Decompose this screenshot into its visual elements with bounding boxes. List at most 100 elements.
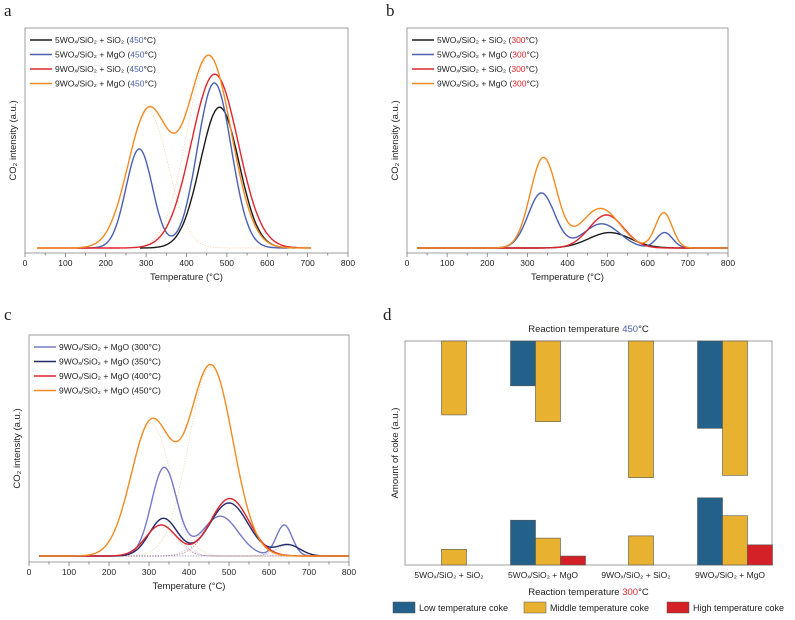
plot-frame — [28, 334, 350, 563]
chart-panel-c: 0 100 200 300 400 500 600 700 800 Temperature (°C… — [12, 334, 356, 592]
title-text: Reaction temperature — [528, 324, 622, 335]
title-temp: 450 — [622, 324, 638, 335]
series-line-2 — [39, 497, 349, 557]
legend-label: 5WOₓ/SiO₂ + MgO (450°C) — [55, 50, 157, 60]
category-label: 5WOₓ/SiO₂ + SiO₂ — [414, 570, 483, 580]
y-axis-label: CO₂ intensity (a.u.) — [12, 408, 23, 488]
top-title: Reaction temperature 450°C — [528, 324, 649, 335]
series-line-3 — [37, 54, 311, 249]
legend-swatch — [392, 601, 416, 614]
x-tick-label: 200 — [102, 567, 116, 577]
legend-label: 9WOₓ/SiO₂ + MgO (300°C) — [59, 342, 161, 352]
x-tick-label: 400 — [560, 258, 574, 268]
x-tick-label: 600 — [641, 258, 655, 268]
x-tick-label: 0 — [405, 258, 410, 268]
legend-label-text: 9WOₓ/SiO₂ + MgO ( — [55, 79, 130, 89]
title-temp: 300 — [622, 587, 638, 598]
legend-swatch — [523, 601, 547, 614]
x-tick-label: 200 — [480, 258, 494, 268]
component-peak — [39, 498, 349, 557]
bar-300c-2-3 — [747, 544, 773, 566]
component-peak — [39, 524, 349, 557]
legend-label-temp: 300 — [512, 79, 526, 89]
legend-label-text: °C) — [144, 79, 157, 89]
title-text: Reaction temperature — [528, 587, 622, 598]
x-tick-label: 800 — [721, 258, 735, 268]
bar-300c-1-1 — [535, 537, 561, 566]
legend-label: 9WOₓ/SiO₂ + MgO (450°C) — [55, 79, 157, 89]
legend-label-text: 5WOₓ/SiO₂ + SiO₂ ( — [437, 35, 511, 45]
component-peak — [39, 524, 349, 557]
series-line-1 — [77, 82, 288, 249]
bar-450c-1-1 — [535, 340, 561, 422]
x-tick-label: 300 — [139, 258, 153, 268]
x-tick-label: 300 — [520, 258, 534, 268]
legend-label-text: °C) — [144, 64, 157, 74]
series-line-2 — [37, 73, 311, 249]
x-tick-label: 700 — [681, 258, 695, 268]
x-tick-label: 800 — [341, 258, 355, 268]
x-tick-label: 500 — [220, 258, 234, 268]
y-axis-label: Amount of coke (a.u.) — [390, 408, 401, 499]
legend-label-temp: 450 — [130, 50, 144, 60]
x-tick-label: 800 — [342, 567, 356, 577]
series-line-3 — [39, 363, 349, 557]
legend-label: 5WOₓ/SiO₂ + MgO (300°C) — [437, 50, 539, 60]
legend-label: 5WOₓ/SiO₂ + SiO₂ (450°C) — [55, 35, 156, 45]
bar-300c-0-1 — [510, 519, 536, 566]
bottom-title: Reaction temperature 300°C — [528, 587, 649, 598]
series-line-1 — [417, 192, 728, 249]
legend-label: 9WOₓ/SiO₂ + MgO (450°C) — [59, 386, 161, 396]
x-tick-label: 600 — [262, 567, 276, 577]
legend-label: 9WOₓ/SiO₂ + MgO (350°C) — [59, 357, 161, 367]
x-tick-label: 500 — [601, 258, 615, 268]
legend-label-text: 9WOₓ/SiO₂ + MgO ( — [437, 79, 512, 89]
legend-label: 9WOₓ/SiO₂ + MgO (300°C) — [437, 79, 539, 89]
bar-450c-1-0 — [441, 340, 467, 416]
legend-label-temp: 450 — [129, 35, 143, 45]
y-axis-label: CO₂ intensity (a.u.) — [390, 100, 401, 180]
bar-300c-2-1 — [560, 555, 586, 566]
legend-label-text: °C) — [526, 79, 539, 89]
legend-label-temp: 300 — [511, 64, 525, 74]
series-line-3 — [417, 156, 728, 249]
x-tick-label: 100 — [62, 567, 76, 577]
panel-letter-b: b — [386, 1, 395, 20]
x-tick-label: 400 — [179, 258, 193, 268]
plot-frame — [404, 340, 773, 566]
legend-label-temp: 450 — [130, 79, 144, 89]
legend-label-text: °C) — [144, 50, 157, 60]
x-axis-label: Temperature (°C) — [531, 272, 604, 283]
legend-label: 9WOₓ/SiO₂ + MgO (400°C) — [59, 371, 161, 381]
y-axis-label: CO₂ intensity (a.u.) — [8, 100, 19, 180]
bar-300c-1-2 — [628, 535, 654, 566]
component-peak — [37, 111, 311, 249]
legend-label-text: °C) — [526, 35, 539, 45]
legend-label: 9WOₓ/SiO₂ + SiO₂ (300°C) — [437, 64, 538, 74]
plot-frame — [406, 27, 729, 254]
x-tick-label: 700 — [301, 258, 315, 268]
x-tick-label: 100 — [440, 258, 454, 268]
x-tick-label: 500 — [222, 567, 236, 577]
legend-label: Low temperature coke — [419, 603, 508, 613]
x-tick-label: 200 — [99, 258, 113, 268]
category-label: 9WOₓ/SiO₂ + SiO₂ — [601, 570, 670, 580]
legend-label: 5WOₓ/SiO₂ + SiO₂ (300°C) — [437, 35, 538, 45]
title-text: °C — [638, 587, 649, 598]
legend-label-temp: 300 — [511, 35, 525, 45]
panel-letter-c: c — [4, 305, 12, 324]
legend-label-text: 5WOₓ/SiO₂ + SiO₂ ( — [55, 35, 129, 45]
bar-300c-1-0 — [441, 549, 467, 566]
category-label: 9WOₓ/SiO₂ + MgO — [695, 570, 765, 580]
legend-label-text: 5WOₓ/SiO₂ + MgO ( — [437, 50, 512, 60]
legend-label-text: 9WOₓ/SiO₂ + SiO₂ ( — [437, 64, 511, 74]
legend-label-text: °C) — [526, 50, 539, 60]
x-tick-label: 0 — [23, 258, 28, 268]
category-label: 5WOₓ/SiO₂ + MgO — [508, 570, 578, 580]
bar-450c-1-3 — [722, 340, 748, 476]
title-text: °C — [638, 324, 649, 335]
bar-450c-0-1 — [510, 340, 536, 387]
legend-label: Middle temperature coke — [550, 603, 649, 613]
